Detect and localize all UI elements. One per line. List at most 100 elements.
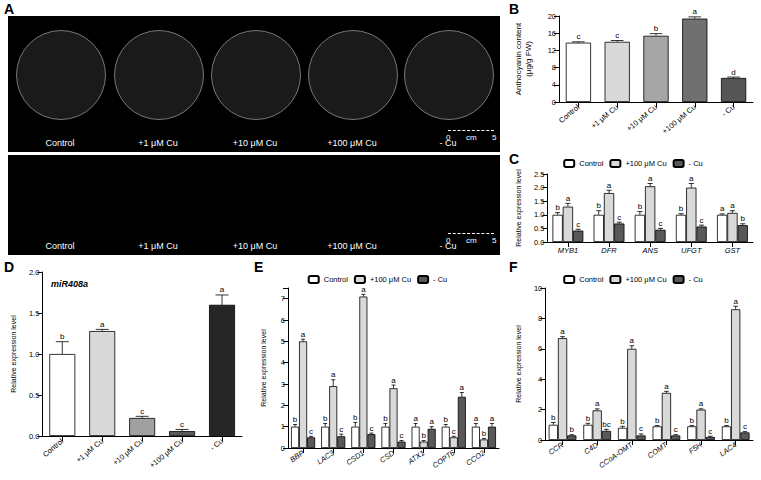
- svg-text:a: a: [391, 376, 396, 385]
- svg-text:c: c: [674, 425, 678, 434]
- svg-text:1.5: 1.5: [29, 309, 39, 318]
- svg-text:b: b: [421, 431, 426, 440]
- svg-text:Control: Control: [579, 275, 604, 284]
- svg-text:c: c: [617, 213, 621, 222]
- svg-text:c: c: [369, 424, 373, 433]
- svg-text:8: 8: [538, 314, 542, 323]
- svg-text:b: b: [620, 417, 625, 426]
- svg-text:6: 6: [538, 344, 542, 353]
- svg-text:- Cu: - Cu: [689, 275, 703, 284]
- svg-text:0: 0: [538, 436, 542, 445]
- svg-text:+10 μM Cu: +10 μM Cu: [625, 103, 659, 134]
- svg-text:20: 20: [548, 12, 556, 21]
- svg-text:b: b: [323, 414, 328, 423]
- svg-text:MYB1: MYB1: [558, 246, 578, 255]
- svg-text:a: a: [630, 336, 635, 345]
- svg-text:bc: bc: [602, 420, 610, 429]
- svg-text:5: 5: [281, 337, 285, 346]
- svg-text:a: a: [699, 399, 704, 408]
- svg-text:b: b: [586, 414, 591, 423]
- svg-text:a: a: [730, 201, 735, 210]
- svg-text:a: a: [331, 370, 336, 379]
- svg-text:4: 4: [538, 375, 542, 384]
- svg-text:- Cu: - Cu: [720, 103, 737, 119]
- svg-text:- Cu: - Cu: [689, 159, 703, 168]
- svg-text:Relative expression level: Relative expression level: [515, 325, 523, 403]
- svg-text:+10 μM Cu: +10 μM Cu: [111, 437, 145, 468]
- svg-text:b: b: [597, 201, 602, 210]
- svg-text:10: 10: [534, 284, 542, 293]
- svg-text:a: a: [689, 174, 694, 183]
- svg-text:a: a: [429, 417, 434, 426]
- svg-text:0.5: 0.5: [29, 391, 39, 400]
- svg-text:+100 μM Cu: +100 μM Cu: [370, 275, 411, 284]
- svg-text:c: c: [400, 431, 404, 440]
- svg-text:1: 1: [281, 422, 285, 431]
- svg-text:b: b: [655, 416, 660, 425]
- svg-text:a: a: [566, 194, 571, 203]
- svg-text:COPT6: COPT6: [431, 448, 457, 470]
- svg-text:c: c: [140, 407, 144, 416]
- svg-text:c: c: [339, 425, 343, 434]
- svg-text:b: b: [679, 204, 684, 213]
- svg-text:a: a: [460, 383, 465, 392]
- svg-text:b: b: [690, 416, 695, 425]
- svg-text:b: b: [383, 414, 388, 423]
- svg-text:b: b: [551, 413, 556, 422]
- svg-text:a: a: [474, 414, 479, 423]
- svg-text:c: c: [309, 427, 313, 436]
- svg-text:12: 12: [548, 46, 556, 55]
- svg-text:CCoA-OMT: CCoA-OMT: [597, 440, 635, 471]
- svg-text:+100 μM Cu: +100 μM Cu: [148, 437, 185, 470]
- svg-text:CCR: CCR: [547, 440, 566, 457]
- svg-text:c: c: [743, 422, 747, 431]
- svg-text:4: 4: [281, 358, 285, 367]
- svg-text:1.5: 1.5: [534, 197, 544, 206]
- svg-text:a: a: [664, 382, 669, 391]
- svg-text:DFR: DFR: [601, 246, 617, 255]
- svg-text:- Cu: - Cu: [433, 275, 447, 284]
- svg-text:GST: GST: [725, 246, 742, 255]
- svg-text:4: 4: [552, 80, 556, 89]
- svg-text:a: a: [413, 414, 418, 423]
- svg-text:a: a: [720, 204, 725, 213]
- svg-text:a: a: [100, 320, 105, 329]
- svg-text:+1 μM Cu: +1 μM Cu: [74, 437, 105, 465]
- svg-text:3: 3: [281, 380, 285, 389]
- svg-text:2.0: 2.0: [29, 268, 39, 277]
- svg-text:c: c: [708, 427, 712, 436]
- svg-text:+1 μM Cu: +1 μM Cu: [589, 103, 620, 131]
- svg-text:a: a: [648, 174, 653, 183]
- svg-text:b: b: [654, 24, 659, 33]
- svg-text:a: a: [733, 297, 738, 306]
- svg-text:Control: Control: [41, 436, 66, 459]
- svg-text:1.0: 1.0: [29, 350, 39, 359]
- svg-text:UFGT: UFGT: [681, 246, 703, 255]
- svg-text:Relative expression level: Relative expression level: [10, 315, 18, 393]
- svg-text:b: b: [293, 415, 298, 424]
- svg-text:2: 2: [538, 405, 542, 414]
- svg-text:+100 μM Cu: +100 μM Cu: [625, 275, 666, 284]
- svg-text:+100 μM Cu: +100 μM Cu: [660, 103, 697, 136]
- svg-text:C4D: C4D: [582, 440, 600, 456]
- svg-text:16: 16: [548, 29, 556, 38]
- svg-text:b: b: [740, 214, 745, 223]
- svg-text:c: c: [576, 32, 580, 41]
- svg-text:c: c: [639, 424, 643, 433]
- svg-text:c: c: [615, 31, 619, 40]
- svg-text:7: 7: [281, 294, 285, 303]
- svg-text:0: 0: [281, 444, 285, 453]
- svg-text:a: a: [361, 285, 366, 294]
- svg-text:b: b: [570, 425, 575, 434]
- svg-text:Relative expression level: Relative expression level: [515, 169, 523, 247]
- svg-text:c: c: [576, 220, 580, 229]
- svg-text:b: b: [724, 416, 729, 425]
- svg-text:b: b: [638, 202, 643, 211]
- svg-text:CCO2: CCO2: [464, 448, 487, 468]
- svg-text:Relative expression level: Relative expression level: [260, 329, 268, 407]
- svg-text:0.0: 0.0: [29, 432, 39, 441]
- svg-text:2.0: 2.0: [534, 183, 544, 192]
- svg-text:b: b: [60, 332, 65, 341]
- svg-text:b: b: [444, 415, 449, 424]
- svg-text:c: c: [180, 420, 184, 429]
